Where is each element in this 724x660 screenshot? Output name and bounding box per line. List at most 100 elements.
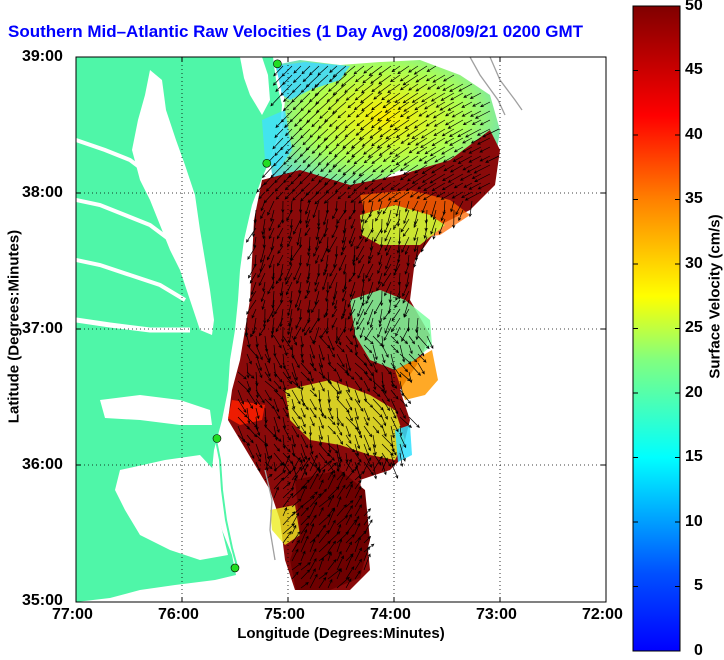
vector-arrow [331,290,338,307]
vector-arrow [423,227,428,239]
vector-arrow [422,191,437,201]
vector-arrow [291,398,296,410]
vector-arrow [291,407,301,420]
vector-arrow [308,65,320,76]
vector-arrow [441,182,455,191]
vector-arrow [298,200,303,214]
vector-arrow [318,407,327,420]
vector-arrow [255,461,261,472]
vector-arrow [354,425,363,439]
vector-arrow [273,380,282,390]
vector-arrow [309,380,315,392]
vector-arrow [345,519,357,535]
vector-arrow [258,326,266,337]
vector-arrow [327,362,337,372]
vector-arrow [347,101,356,109]
vector-arrow [354,570,361,580]
vector-arrow [372,362,378,374]
vector-arrow [318,425,324,441]
chesapeake-bay [132,70,214,335]
station-marker [230,563,240,573]
vector-arrow [279,236,284,248]
vector-arrow [414,101,428,111]
vector-arrow [255,380,259,399]
vector-arrow [451,191,464,199]
vector-arrow [470,137,482,144]
vector-arrow [408,83,419,91]
vector-arrow [300,463,309,481]
vector-arrow [327,578,333,589]
x-tick-label: 74:00 [370,606,411,623]
vector-arrow [402,74,419,86]
vector-arrow [284,191,293,200]
vector-arrow [399,83,410,91]
vector-arrow [314,191,329,205]
vector-arrow [420,236,428,253]
vector-arrow [273,407,281,420]
vector-arrow [327,416,336,426]
station-marker [273,59,282,69]
vector-arrow [408,362,421,376]
vector-arrow [363,452,372,468]
vector-arrow [420,128,437,139]
vector-arrow [266,245,275,261]
vector-arrow [246,335,251,348]
vector-arrow [320,164,329,173]
vector-arrow [268,254,275,269]
vector-arrow [327,558,337,571]
vector-arrow [353,182,365,192]
vector-arrow [345,335,353,346]
vector-arrow [401,236,410,253]
vector-arrow [291,434,296,448]
vector-arrow [291,477,297,490]
vector-arrow [376,137,392,149]
vector-arrow [377,326,383,339]
vector-arrow [360,173,374,184]
pamlico-sound [115,455,228,560]
vector-arrow [309,533,320,544]
vector-arrow [377,200,383,215]
vector-arrow [444,137,455,144]
vector-arrow [404,245,410,255]
vector-arrow [300,371,311,382]
vector-arrow [458,209,464,222]
vector-arrow [385,110,401,122]
vector-arrow [353,101,365,111]
vector-arrow [309,491,318,499]
vector-arrow [307,245,311,257]
y-axis-label: Latitude (Degrees:Minutes) [5,229,23,424]
vector-arrow [354,485,362,499]
vector-arrow [365,263,374,279]
x-axis-label: Longitude (Degrees:Minutes) [237,625,445,642]
vector-arrow [373,227,383,243]
vector-arrow [327,551,332,562]
vector-arrow [354,344,358,356]
vector-arrow [352,263,356,277]
vector-arrow [389,119,401,128]
vector-arrow [288,227,293,240]
vector-arrow [264,389,272,402]
vector-arrow [350,137,365,149]
vector-arrow [442,83,455,91]
vector-arrow [300,529,308,544]
vector-arrow [391,308,401,322]
vector-arrow [345,553,354,571]
vector-arrow [345,434,352,444]
vector-arrow [282,487,295,499]
vector-arrow [318,557,324,571]
vector-arrow [336,344,345,353]
vector-arrow [383,308,392,321]
vector-arrow [390,452,396,467]
vector-arrow [264,473,273,481]
vector-arrow [362,74,374,84]
vector-arrow [262,227,266,240]
vector-arrow [264,344,271,362]
vector-arrow [293,263,302,281]
y-tick-label: 37:00 [22,320,63,337]
vector-arrow [466,164,482,173]
vector-arrow [342,281,347,293]
vector-arrow [336,335,342,346]
vector-arrow [349,317,356,332]
vector-arrow [429,146,446,157]
vector-arrow [255,425,261,437]
